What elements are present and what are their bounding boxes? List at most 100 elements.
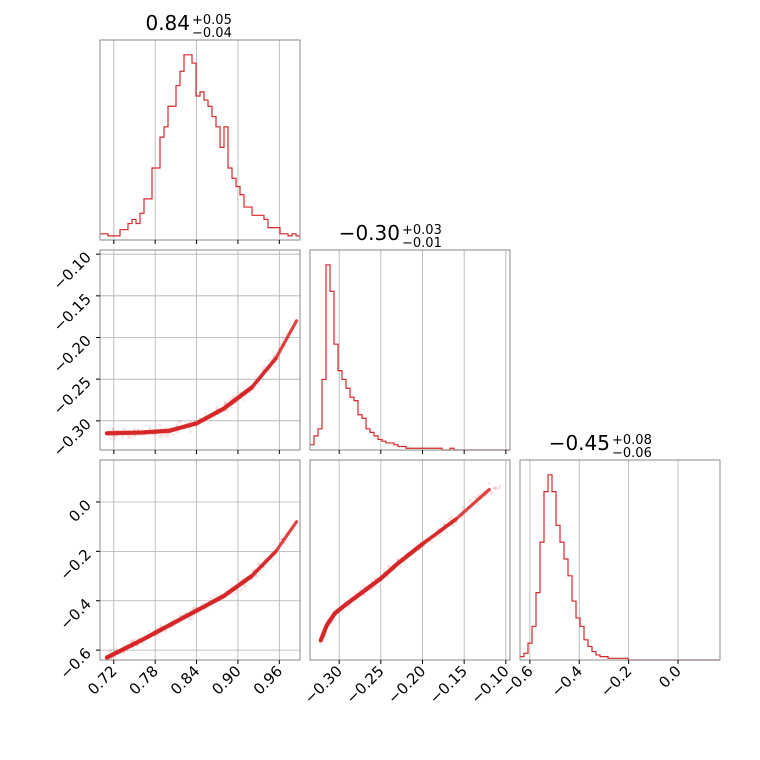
scatter-point	[494, 486, 498, 490]
diag-0-panel: 0.84 +0.05−0.04	[99, 11, 301, 244]
scatter-point	[130, 434, 134, 438]
scatter-point	[164, 629, 168, 633]
scatter-point	[157, 435, 161, 438]
histogram-step	[100, 54, 300, 237]
contour-line	[104, 385, 254, 436]
scatter-point	[136, 428, 140, 431]
scatter-point	[243, 585, 247, 589]
scatter-point	[347, 605, 351, 608]
axes-frame	[519, 459, 721, 661]
scatter-point	[450, 516, 453, 520]
scatter-point	[443, 522, 447, 526]
x-tick-label: 0.72	[84, 662, 120, 698]
scatter-point	[234, 393, 237, 397]
scatter-point	[438, 534, 441, 538]
y-tick-label: −0.20	[50, 332, 95, 377]
scatter-point	[227, 398, 231, 402]
x-tick-label: −0.30	[301, 662, 346, 707]
scatter-point	[161, 434, 165, 438]
scatter-point	[430, 540, 434, 544]
scatter-point	[133, 427, 136, 431]
scatter-point	[255, 574, 259, 578]
axes-frame	[99, 39, 301, 241]
panel-title-value: −0.30	[339, 221, 400, 245]
panel-title-upper: +0.08	[612, 433, 652, 448]
scatter-point	[209, 597, 213, 601]
contour-line	[318, 541, 425, 643]
x-tick-label: −0.15	[426, 662, 471, 707]
scatter-point	[399, 565, 403, 568]
scatter-point	[282, 336, 286, 340]
scatter-point	[233, 591, 237, 595]
scatter-point	[452, 524, 456, 528]
scatter-point	[175, 423, 179, 427]
scatter-point	[261, 367, 265, 371]
diag-2-panel: −0.6 −0.4 −0.2 0.0−0.45 +0.08−0.06	[498, 431, 721, 701]
x-tick-label: 0.84	[167, 662, 203, 698]
scatter-point	[165, 435, 169, 439]
scatter-point	[241, 398, 245, 402]
scatter-point	[166, 432, 169, 436]
scatter-point	[147, 629, 151, 633]
scatter-point	[237, 391, 241, 394]
scatter-point	[493, 487, 497, 491]
scatter-point	[268, 358, 272, 362]
scatter-point	[271, 558, 275, 562]
panel-title-value: −0.45	[549, 431, 610, 455]
scatter-point	[223, 400, 227, 404]
scatter-point	[230, 584, 234, 588]
scatter-point	[492, 486, 496, 490]
scatter-point	[214, 594, 217, 598]
scatter-point	[111, 427, 115, 431]
scatter-point	[178, 420, 182, 424]
scatter-point	[231, 395, 235, 399]
x-tick-label: 0.90	[208, 662, 244, 698]
scatter-point	[122, 427, 126, 431]
scatter-point	[223, 401, 227, 405]
scatter-point	[200, 602, 203, 606]
y-tick-label: −0.2	[56, 545, 94, 583]
x-tick-label: −0.4	[548, 662, 586, 700]
scatter-point	[148, 426, 152, 430]
scatter-point	[215, 405, 219, 409]
scatter-point	[230, 405, 233, 409]
y-tick-label: −0.15	[50, 290, 95, 335]
diag-1-panel: −0.30 +0.03−0.01	[309, 221, 511, 454]
scatter-point	[178, 613, 182, 617]
scatter-point	[238, 589, 242, 593]
scatter-point	[494, 486, 498, 490]
scatter-point	[171, 433, 175, 437]
scatter-point	[109, 648, 112, 652]
pair-2-1-panel: −0.30−0.25−0.20−0.15−0.10	[301, 459, 513, 707]
scatter-point	[159, 623, 163, 627]
scatter-point	[114, 646, 118, 650]
panel-title-lower: −0.01	[402, 236, 442, 251]
scatter-point	[128, 436, 132, 440]
pair-1-0-panel: −0.10−0.15−0.20−0.25−0.30	[50, 248, 301, 460]
x-tick-label: 0.96	[250, 662, 286, 698]
scatter-point	[490, 491, 494, 494]
scatter-point	[177, 419, 181, 423]
scatter-point	[257, 382, 261, 386]
scatter-point	[387, 564, 390, 568]
scatter-point	[159, 433, 163, 437]
scatter-point	[253, 375, 257, 379]
scatter-point	[467, 500, 471, 504]
y-tick-label: −0.30	[50, 415, 95, 460]
scatter-point	[112, 436, 116, 440]
scatter-point	[250, 569, 254, 573]
axes-frame	[309, 249, 511, 451]
scatter-point	[273, 364, 276, 368]
x-tick-label: −0.20	[384, 662, 429, 707]
scatter-point	[461, 505, 465, 509]
scatter-point	[172, 617, 176, 621]
scatter-point	[257, 562, 260, 565]
scatter-point	[192, 606, 196, 610]
scatter-point	[377, 584, 381, 588]
scatter-point	[108, 650, 112, 654]
y-tick-label: −0.6	[56, 644, 94, 682]
scatter-point	[121, 436, 125, 439]
y-tick-label: −0.25	[50, 373, 95, 418]
panel-title-lower: −0.04	[192, 26, 232, 41]
scatter-point	[204, 412, 207, 416]
